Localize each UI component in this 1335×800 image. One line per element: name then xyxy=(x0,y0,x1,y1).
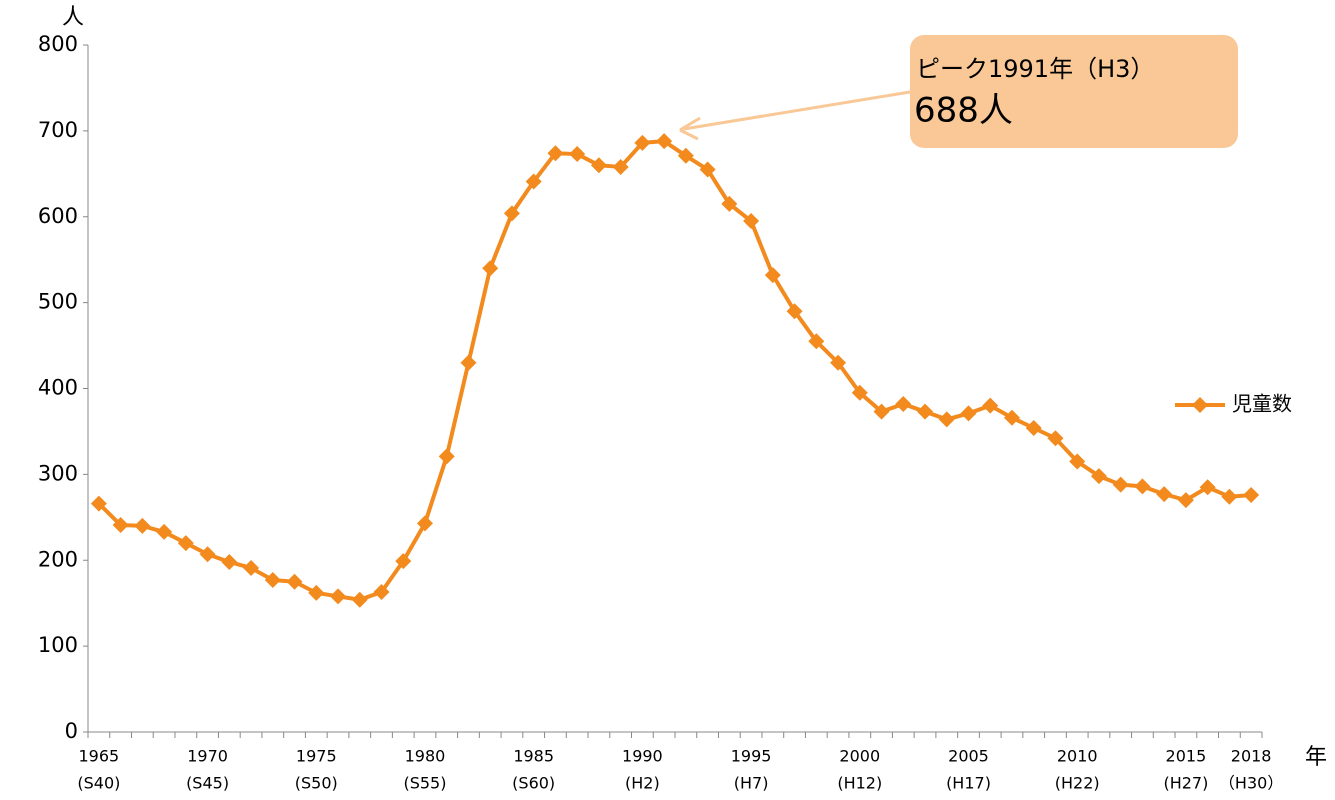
marker xyxy=(982,397,999,414)
annotation-box xyxy=(910,35,1238,148)
x-tick-label: 2000 xyxy=(839,747,880,766)
marker xyxy=(634,134,651,151)
x-tick-sublabel: (S45) xyxy=(186,774,229,793)
marker xyxy=(1156,486,1173,503)
y-tick-label: 700 xyxy=(38,118,78,142)
marker xyxy=(612,158,629,175)
y-tick-label: 0 xyxy=(65,719,78,743)
x-tick-sublabel: （H30） xyxy=(1219,774,1283,793)
marker xyxy=(503,205,520,222)
marker xyxy=(134,517,151,534)
marker xyxy=(895,395,912,412)
marker xyxy=(873,403,890,420)
marker xyxy=(351,591,368,608)
y-tick-label: 600 xyxy=(38,204,78,228)
x-tick-label: 2015 xyxy=(1166,747,1207,766)
marker xyxy=(221,553,238,570)
marker xyxy=(1090,468,1107,485)
marker xyxy=(460,354,477,371)
x-tick-label: 2010 xyxy=(1057,747,1098,766)
annotation-line2: 688人 xyxy=(914,91,1013,131)
y-tick-label: 200 xyxy=(38,547,78,571)
annotation-line1: ピーク1991年（H3） xyxy=(916,55,1154,83)
marker xyxy=(656,133,673,150)
x-tick-label: 2005 xyxy=(948,747,989,766)
marker xyxy=(1047,430,1064,447)
y-tick-label: 500 xyxy=(38,290,78,314)
x-tick-sublabel: (S40) xyxy=(77,774,120,793)
x-tick-sublabel: (H22) xyxy=(1055,774,1100,793)
marker xyxy=(482,260,499,277)
marker xyxy=(1112,476,1129,493)
marker xyxy=(177,535,194,552)
x-tick-label: 1995 xyxy=(731,747,772,766)
marker xyxy=(1221,488,1238,505)
marker xyxy=(808,333,825,350)
marker xyxy=(395,553,412,570)
marker xyxy=(917,403,934,420)
marker xyxy=(243,559,260,576)
marker xyxy=(786,303,803,320)
marker xyxy=(264,572,281,589)
marker xyxy=(112,517,129,534)
marker xyxy=(677,147,694,164)
marker xyxy=(1199,479,1216,496)
marker xyxy=(308,584,325,601)
x-tick-sublabel: (S55) xyxy=(403,774,446,793)
series-line xyxy=(97,139,1252,602)
marker xyxy=(1243,486,1260,503)
marker xyxy=(416,515,433,532)
marker xyxy=(569,146,586,163)
marker xyxy=(1025,420,1042,437)
marker xyxy=(286,573,303,590)
y-tick-label: 300 xyxy=(38,461,78,485)
x-tick-sublabel: (H2) xyxy=(625,774,660,793)
x-tick-label: 1970 xyxy=(187,747,228,766)
marker xyxy=(438,448,455,465)
marker xyxy=(90,495,107,512)
marker xyxy=(960,405,977,422)
x-tick-sublabel: (S50) xyxy=(295,774,338,793)
y-tick-label: 100 xyxy=(38,633,78,657)
marker xyxy=(851,384,868,401)
y-tick-label: 800 xyxy=(38,32,78,56)
marker xyxy=(1134,478,1151,495)
x-tick-label: 1990 xyxy=(622,747,663,766)
x-tick-label: 1980 xyxy=(405,747,446,766)
x-tick-label: 1985 xyxy=(513,747,554,766)
marker xyxy=(330,588,347,605)
x-tick-sublabel: (H12) xyxy=(837,774,882,793)
marker xyxy=(721,195,738,212)
marker xyxy=(1069,453,1086,470)
y-tick-label: 400 xyxy=(38,376,78,400)
marker xyxy=(699,161,716,178)
marker xyxy=(373,584,390,601)
marker xyxy=(156,523,173,540)
marker xyxy=(525,173,542,190)
annotation-arrow xyxy=(683,90,911,131)
marker xyxy=(743,213,760,230)
x-axis-label: 年 xyxy=(1305,745,1327,770)
legend-label: 児童数 xyxy=(1232,392,1292,416)
marker xyxy=(764,267,781,284)
marker xyxy=(590,157,607,174)
x-tick-label: 1975 xyxy=(296,747,337,766)
x-tick-sublabel: (H7) xyxy=(734,774,769,793)
marker xyxy=(547,145,564,162)
marker xyxy=(1003,409,1020,426)
x-tick-label: 1965 xyxy=(79,747,120,766)
marker xyxy=(1177,492,1194,509)
marker xyxy=(199,546,216,563)
legend-marker xyxy=(1192,397,1208,413)
marker xyxy=(938,411,955,428)
marker xyxy=(830,354,847,371)
x-tick-sublabel: (H17) xyxy=(946,774,991,793)
annotation-arrowhead xyxy=(679,116,701,141)
y-axis-label: 人 xyxy=(62,5,84,30)
x-tick-sublabel: (S60) xyxy=(512,774,555,793)
x-tick-sublabel: (H27) xyxy=(1163,774,1208,793)
x-tick-label: 2018 xyxy=(1231,747,1272,766)
